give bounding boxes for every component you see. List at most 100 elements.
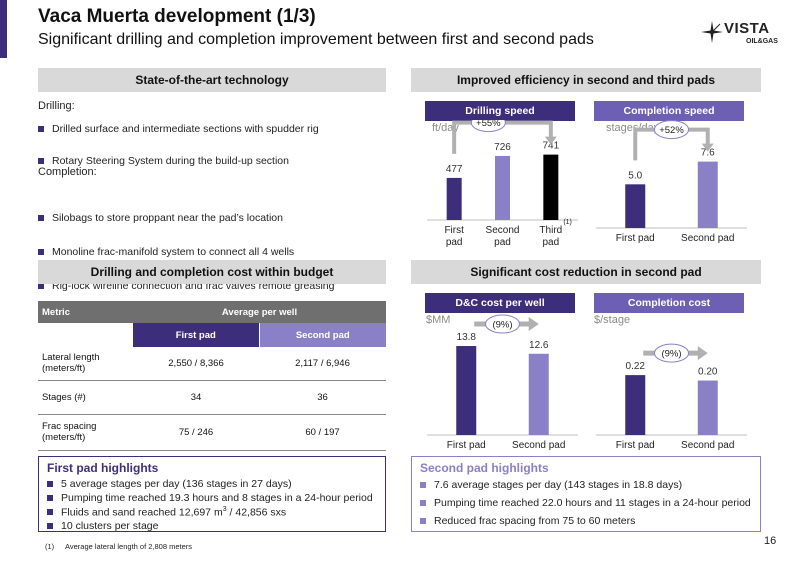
completion-cost-chart-title: Completion cost bbox=[594, 293, 744, 313]
table-metric-header: Metric bbox=[38, 301, 133, 323]
footnote-text: Average lateral length of 2,808 meters bbox=[65, 542, 193, 551]
bar bbox=[456, 346, 477, 435]
category-label: pad bbox=[446, 237, 463, 248]
table-cell-second: 2,117 / 6,946 bbox=[259, 347, 386, 381]
logo-wordmark: VISTA bbox=[724, 20, 770, 37]
table-group-header: Average per well bbox=[133, 301, 386, 323]
table-cell-second: 36 bbox=[259, 380, 386, 415]
category-label: Second pad bbox=[681, 440, 734, 451]
table-row: Frac spacing (meters/ft) 75 / 246 60 / 1… bbox=[38, 414, 386, 451]
table-cell-metric: Lateral length (meters/ft) bbox=[38, 347, 133, 381]
category-label: First pad bbox=[616, 233, 655, 244]
tech-section-header: State-of-the-art technology bbox=[38, 68, 386, 92]
dc-cost-unit: $MM bbox=[426, 314, 451, 326]
first-pad-highlights-title: First pad highlights bbox=[47, 461, 159, 475]
category-label: First pad bbox=[447, 440, 486, 451]
table-col-second-pad: Second pad bbox=[259, 323, 386, 347]
category-label: First bbox=[444, 225, 464, 236]
bar-value-label: 12.6 bbox=[529, 340, 549, 351]
change-arrowhead bbox=[697, 346, 708, 361]
dc-cost-chart-title: D&C cost per well bbox=[425, 293, 575, 313]
page-title: Vaca Muerta development (1/3) bbox=[38, 6, 316, 27]
bar bbox=[543, 154, 559, 220]
drilling-speed-chart: 477Firstpad726Secondpad741Thirdpad(1)+55… bbox=[427, 120, 578, 248]
category-label: Second pad bbox=[512, 440, 565, 451]
cost-budget-section-header: Drilling and completion cost within budg… bbox=[38, 260, 386, 284]
efficiency-section-header: Improved efficiency in second and third … bbox=[411, 68, 761, 92]
change-bubble bbox=[654, 343, 689, 363]
completion-speed-chart: 5.0 First pad 7.6 Second pad +52% bbox=[596, 120, 747, 244]
star-logo-icon bbox=[701, 21, 723, 43]
footnote-marker: (1) bbox=[45, 542, 55, 551]
drilling-speed-chart-title: Drilling speed bbox=[425, 101, 575, 121]
change-arrowhead bbox=[528, 317, 539, 332]
highlight-item: Fluids and sand reached 12,697 m3 / 42,8… bbox=[47, 506, 286, 519]
highlight-item: Pumping time reached 19.3 hours and 8 st… bbox=[47, 492, 373, 504]
cost-reduction-section-header: Significant cost reduction in second pad bbox=[411, 260, 761, 284]
accent-bar bbox=[0, 0, 7, 58]
change-arrowhead bbox=[544, 136, 557, 145]
completion-label: Completion: bbox=[38, 166, 97, 178]
bar-value-label: 0.22 bbox=[626, 361, 646, 372]
category-label: Second pad bbox=[681, 233, 734, 244]
footnote-marker: (1) bbox=[563, 219, 572, 226]
highlight-item: 7.6 average stages per day (143 stages i… bbox=[420, 479, 682, 491]
bar bbox=[495, 155, 510, 220]
highlight-item: 5 average stages per day (136 stages in … bbox=[47, 478, 292, 490]
change-label: (9%) bbox=[661, 349, 681, 360]
drilling-item: Rotary Steering System during the build-… bbox=[38, 155, 800, 167]
second-pad-highlights-box: Second pad highlights 7.6 average stages… bbox=[411, 456, 761, 532]
change-label: (9%) bbox=[492, 320, 512, 331]
bar-value-label: 7.6 bbox=[701, 148, 715, 159]
highlight-item: Reduced frac spacing from 75 to 60 meter… bbox=[420, 515, 635, 527]
bar bbox=[697, 161, 718, 228]
highlight-superscript: 3 bbox=[222, 506, 227, 513]
table-cell-first: 34 bbox=[133, 380, 259, 415]
completion-item: Monoline frac-manifold system to connect… bbox=[38, 246, 800, 258]
highlight-item: Pumping time reached 22.0 hours and 11 s… bbox=[420, 497, 751, 509]
bar bbox=[697, 380, 718, 435]
change-bubble bbox=[654, 120, 689, 140]
table-cell-metric: Frac spacing (meters/ft) bbox=[38, 414, 133, 451]
change-label: +55% bbox=[476, 120, 501, 129]
category-label: pad bbox=[494, 237, 511, 248]
completion-item: Silobags to store proppant near the pad’… bbox=[38, 212, 800, 224]
highlight-item-text: Fluids and sand reached 12,697 m bbox=[61, 506, 223, 519]
bar-value-label: 741 bbox=[542, 141, 559, 152]
category-label: First pad bbox=[616, 440, 655, 451]
company-logo: VISTA OIL&GAS bbox=[700, 18, 790, 58]
change-bubble bbox=[470, 120, 506, 133]
cost-table: Metric Average per well First pad Second… bbox=[38, 301, 386, 451]
change-arrowhead bbox=[701, 143, 714, 152]
category-label: Second bbox=[486, 225, 520, 236]
change-label: +52% bbox=[659, 125, 684, 136]
completion-speed-chart-title: Completion speed bbox=[594, 101, 744, 121]
dc-cost-chart: 13.8 First pad 12.6 Second pad (9%) bbox=[427, 314, 578, 451]
category-label: pad bbox=[542, 237, 559, 248]
completion-cost-unit: $/stage bbox=[594, 314, 631, 326]
bar-value-label: 5.0 bbox=[628, 170, 642, 181]
table-row: Stages (#) 34 36 bbox=[38, 380, 386, 415]
completion-cost-chart: 0.22 First pad 0.20 Second pad (9%) bbox=[596, 343, 747, 451]
bar bbox=[625, 184, 646, 228]
table-cell-second: 60 / 197 bbox=[259, 414, 386, 451]
bar-value-label: 477 bbox=[446, 164, 463, 175]
bar bbox=[528, 353, 549, 435]
category-label: Third bbox=[539, 225, 562, 236]
page-subtitle: Significant drilling and completion impr… bbox=[38, 31, 594, 48]
table-cell-first: 75 / 246 bbox=[133, 414, 259, 451]
bar-value-label: 726 bbox=[494, 142, 511, 153]
bar bbox=[625, 375, 646, 435]
highlight-item: 10 clusters per stage bbox=[47, 520, 158, 532]
table-cell-metric: Stages (#) bbox=[38, 380, 133, 415]
table-col-first-pad: First pad bbox=[133, 323, 260, 347]
bar bbox=[446, 177, 462, 220]
bar-value-label: 0.20 bbox=[698, 367, 718, 378]
bar-value-label: 13.8 bbox=[457, 332, 477, 343]
highlight-item-tail: / 42,856 sxs bbox=[226, 506, 287, 519]
change-bubble bbox=[485, 314, 520, 334]
first-pad-highlights-box: First pad highlights 5 average stages pe… bbox=[38, 456, 386, 532]
table-cell-first: 2,550 / 8,366 bbox=[133, 347, 259, 381]
drilling-item: Drilled surface and intermediate section… bbox=[38, 123, 800, 135]
page-number: 16 bbox=[764, 535, 777, 547]
